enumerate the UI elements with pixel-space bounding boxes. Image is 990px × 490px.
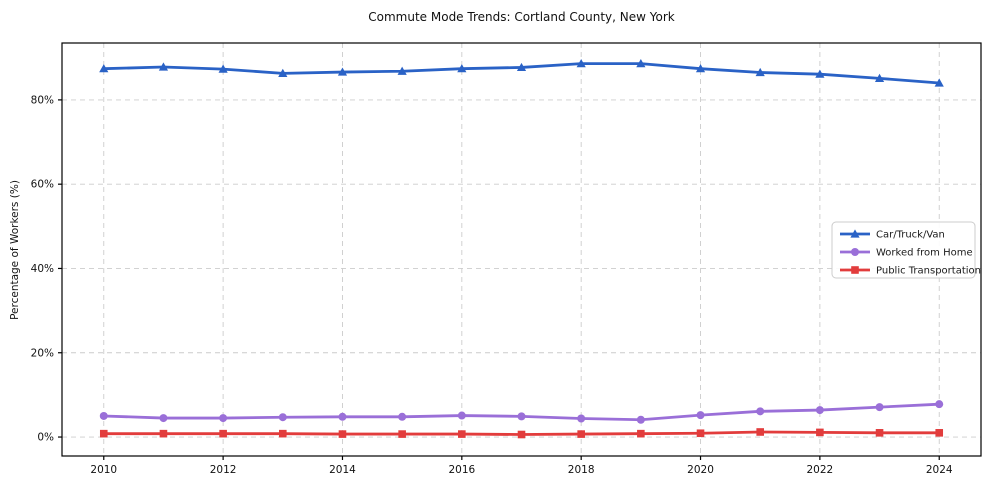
- data-point-marker: [278, 68, 288, 77]
- data-point-marker: [755, 67, 765, 77]
- data-point-marker: [756, 428, 765, 436]
- data-point-marker: [851, 248, 859, 256]
- legend-item-public-transportation: Public Transportation: [840, 266, 981, 277]
- data-point-marker: [577, 414, 586, 423]
- legend-item-worked-from-home: Worked from Home: [840, 248, 973, 259]
- data-point-marker: [338, 412, 347, 421]
- data-point-marker: [516, 62, 527, 72]
- data-point-marker: [338, 430, 347, 438]
- data-point-marker: [816, 428, 824, 437]
- gridlines: [62, 43, 981, 456]
- plot-area-border: [61, 42, 982, 457]
- legend-box: [831, 221, 976, 279]
- x-tick-label-2012: 2012: [210, 464, 237, 476]
- y-axis: 0% 20% 40% 60% 80%: [31, 94, 62, 444]
- data-point-marker: [875, 403, 884, 412]
- data-point-marker: [874, 73, 885, 82]
- data-point-marker: [99, 64, 109, 73]
- series-public-transportation: [99, 428, 944, 439]
- data-point-marker: [696, 429, 705, 438]
- data-point-marker: [815, 69, 825, 78]
- data-point-marker: [851, 266, 859, 274]
- x-tick-label-2014: 2014: [329, 464, 356, 476]
- x-tick-label-2010: 2010: [90, 464, 117, 476]
- data-point-marker: [934, 78, 944, 87]
- legend-label-worked-from-home: Worked from Home: [876, 248, 973, 259]
- chart-title: Commute Mode Trends: Cortland County, Ne…: [368, 10, 675, 24]
- y-tick-label-0: 0%: [37, 432, 54, 444]
- data-point-marker: [278, 413, 287, 422]
- x-tick-label-2018: 2018: [568, 464, 595, 476]
- x-tick-label-2016: 2016: [448, 464, 475, 476]
- x-tick-label-2020: 2020: [687, 464, 714, 476]
- y-tick-label-80: 80%: [31, 94, 54, 106]
- data-point-marker: [159, 414, 168, 423]
- data-point-marker: [219, 414, 228, 423]
- data-point-marker: [159, 429, 168, 438]
- x-tick-label-2024: 2024: [926, 464, 953, 476]
- legend-label-car-truck-van: Car/Truck/Van: [876, 230, 945, 241]
- data-point-marker: [458, 430, 466, 438]
- legend-item-car-truck-van: Car/Truck/Van: [840, 229, 945, 241]
- data-point-marker: [99, 429, 108, 438]
- data-point-marker: [636, 415, 645, 424]
- data-point-marker: [278, 429, 287, 438]
- data-point-marker: [696, 411, 705, 420]
- data-point-marker: [517, 430, 526, 439]
- data-point-marker: [457, 411, 466, 420]
- data-point-marker: [398, 412, 407, 421]
- data-point-marker: [517, 412, 526, 421]
- data-point-marker: [695, 64, 706, 73]
- data-point-marker: [99, 411, 108, 420]
- data-point-marker: [756, 407, 765, 416]
- data-point-marker: [219, 429, 227, 438]
- data-point-marker: [850, 229, 860, 238]
- data-point-marker: [158, 62, 169, 71]
- data-point-marker: [935, 429, 944, 437]
- data-point-marker: [875, 429, 884, 437]
- y-tick-label-60: 60%: [31, 179, 54, 191]
- legend: Car/Truck/Van Worked from Home Public Tran…: [831, 221, 981, 279]
- data-point-marker: [576, 59, 586, 68]
- data-point-marker: [636, 59, 646, 68]
- data-point-marker: [935, 400, 944, 409]
- data-point-marker: [397, 66, 407, 75]
- data-point-marker: [637, 429, 645, 438]
- data-point-marker: [218, 64, 228, 73]
- series-worked-from-home: [99, 400, 944, 424]
- y-tick-label-20: 20%: [31, 347, 54, 359]
- data-point-marker: [337, 67, 348, 76]
- y-tick-label-40: 40%: [31, 263, 54, 275]
- data-point-marker: [815, 406, 824, 415]
- x-tick-label-2022: 2022: [807, 464, 834, 476]
- x-axis: 2010 2012 2014 2016 2018 2020 2022 2024: [90, 456, 953, 476]
- data-point-marker: [457, 64, 467, 73]
- data-point-marker: [577, 430, 585, 438]
- legend-label-public-transportation: Public Transportation: [876, 266, 981, 277]
- data-point-marker: [398, 430, 406, 438]
- series-car-truck-van: [99, 59, 944, 87]
